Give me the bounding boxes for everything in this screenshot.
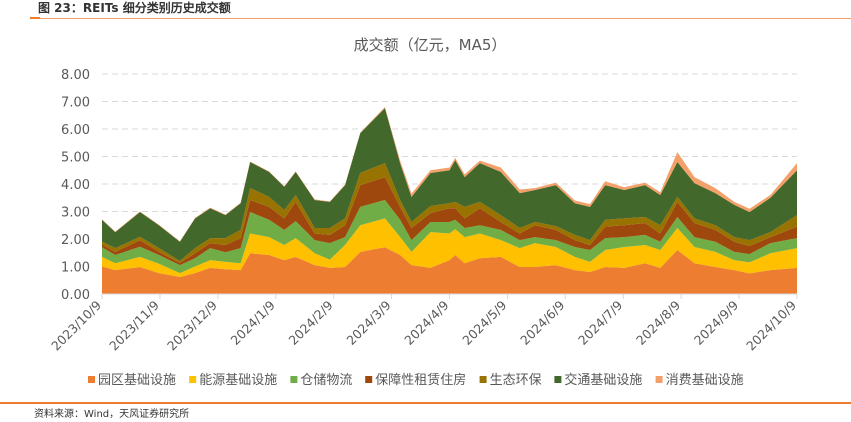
area-series-6 <box>102 108 797 261</box>
bottom-divider <box>0 402 851 404</box>
x-tick-label: 2024/5/9 <box>459 297 509 347</box>
area-series-2 <box>102 218 797 277</box>
x-tick-label: 2024/6/9 <box>517 297 567 347</box>
legend-swatch <box>365 376 373 383</box>
top-accent <box>30 17 40 19</box>
x-tick-label: 2024/4/9 <box>401 297 451 347</box>
y-tick-label: 3.00 <box>61 206 90 221</box>
x-tick-label: 2023/12/9 <box>164 297 220 353</box>
area-series-1 <box>102 247 797 294</box>
x-tick-label: 2024/9/9 <box>691 297 741 347</box>
legend-label: 交通基础设施 <box>564 372 642 388</box>
chart-title: 成交额（亿元，MA5） <box>354 36 507 54</box>
legend-swatch <box>479 376 487 383</box>
y-tick-label: 4.00 <box>61 178 90 193</box>
legend-label: 园区基础设施 <box>98 373 176 388</box>
x-tick-label: 2023/11/9 <box>106 297 162 353</box>
x-tick-label: 2024/2/9 <box>285 297 335 347</box>
x-tick-label: 2023/10/9 <box>48 297 104 353</box>
legend-swatch <box>655 376 663 383</box>
legend-label: 消费基础设施 <box>666 373 744 388</box>
y-tick-label: 1.00 <box>61 261 90 276</box>
legend-swatch <box>290 376 298 383</box>
area-series-3 <box>102 199 797 274</box>
legend-swatch <box>554 376 562 383</box>
x-tick-label: 2024/7/9 <box>575 297 625 347</box>
y-tick-label: 6.00 <box>61 123 90 138</box>
y-tick-label: 2.00 <box>61 233 90 248</box>
y-tick-label: 8.00 <box>61 68 90 83</box>
top-divider <box>30 18 851 19</box>
stacked-area-chart: 成交额（亿元，MA5） 0.00 1.00 2.00 3.00 4.00 5.00 6.00… <box>48 36 799 388</box>
y-tick-label: 0.00 <box>61 288 90 303</box>
legend-label: 能源基础设施 <box>199 373 277 388</box>
x-tick-label: 2024/8/9 <box>633 297 683 347</box>
source-note: 资料来源：Wind，天风证券研究所 <box>34 409 190 420</box>
y-tick-label: 5.00 <box>61 151 90 166</box>
y-tick-label: 7.00 <box>61 96 90 111</box>
legend-label: 保障性租赁住房 <box>375 372 466 388</box>
legend-swatch <box>189 376 197 383</box>
x-tick-label: 2024/3/9 <box>343 297 393 347</box>
legend-label: 仓储物流 <box>300 373 352 388</box>
legend-label: 生态环保 <box>490 373 542 388</box>
legend-swatch <box>88 376 95 383</box>
area-series-4 <box>102 177 797 266</box>
figure-title: 图 23：REITs 细分类别历史成交额 <box>38 1 231 15</box>
x-tick-label: 2024/10/9 <box>743 297 799 353</box>
x-tick-label: 2024/1/9 <box>228 297 278 347</box>
